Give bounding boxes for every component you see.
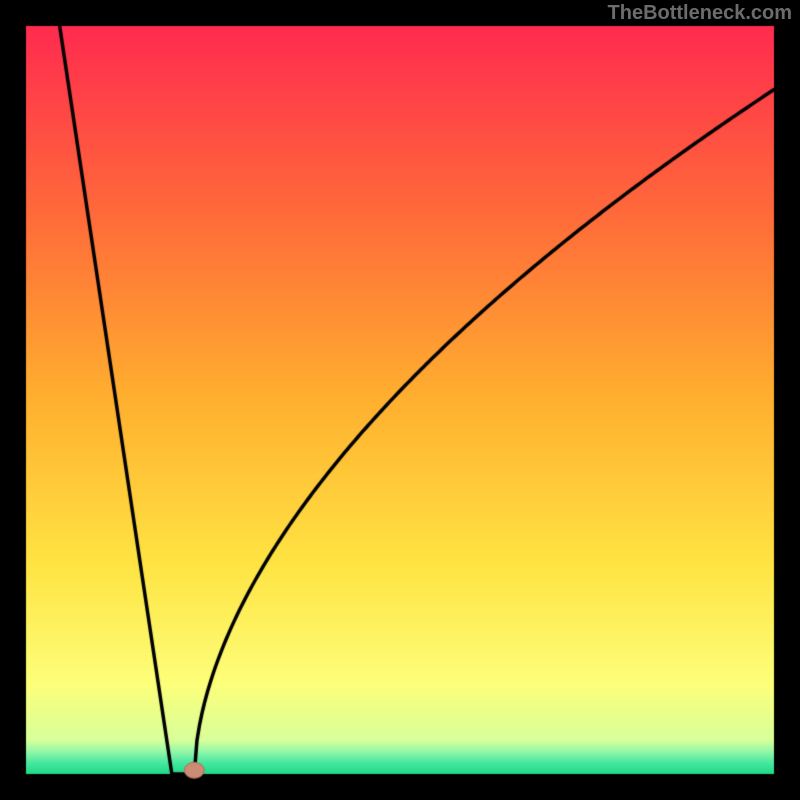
chart-container: TheBottleneck.com: [0, 0, 800, 800]
bottleneck-chart-canvas: [0, 0, 800, 800]
